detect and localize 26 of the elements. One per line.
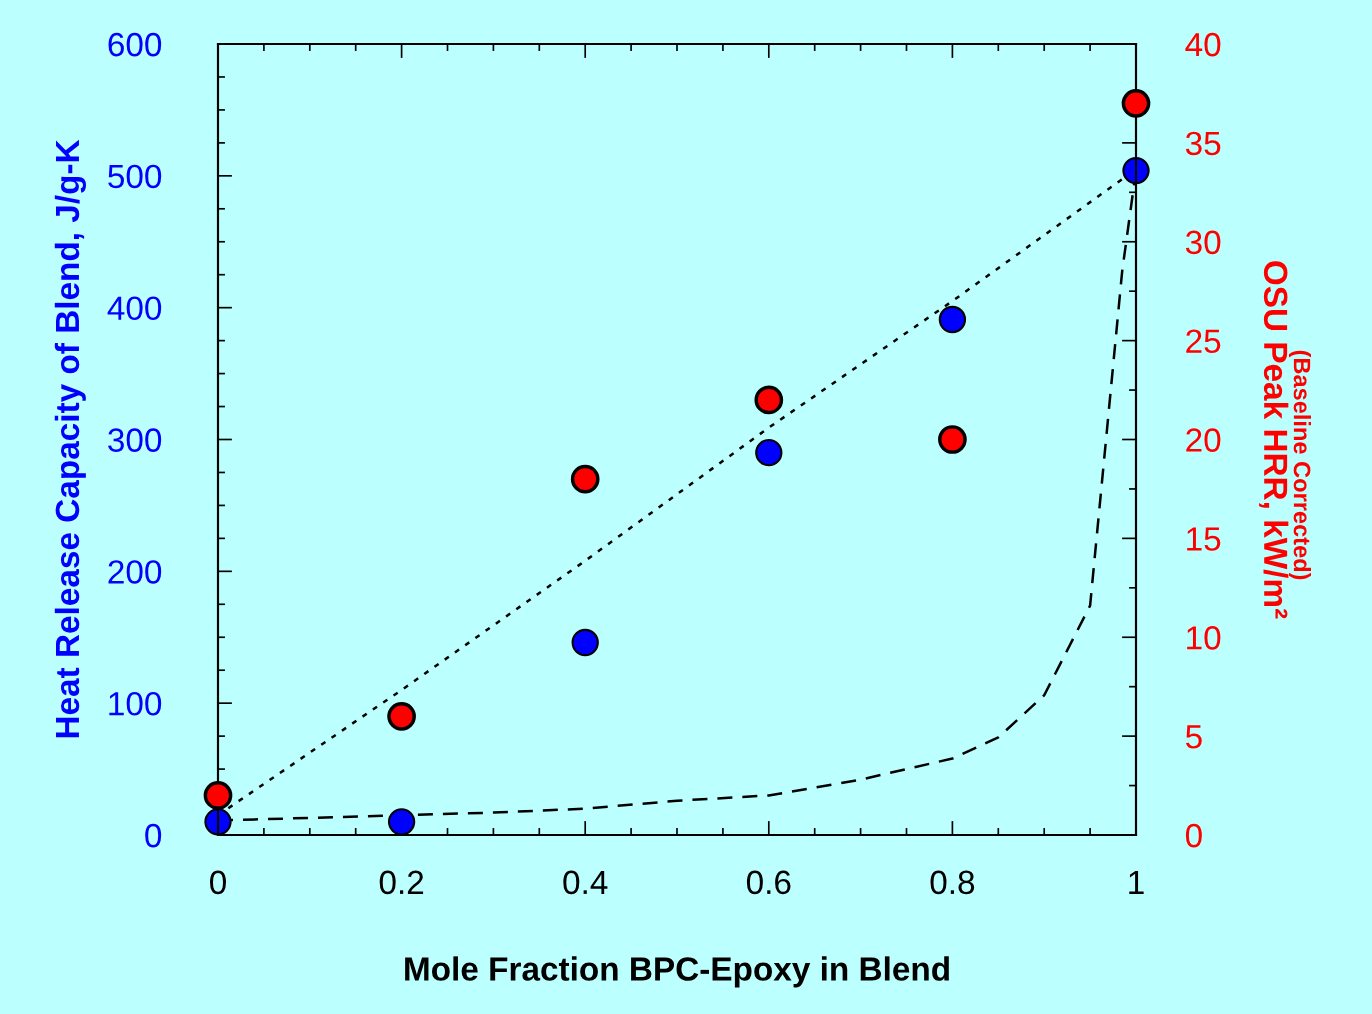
y-tick-label: 500 [108, 164, 162, 189]
x-tick-label: 0.6 [746, 870, 791, 895]
y-tick-label: 400 [107, 296, 162, 321]
y2-tick-label: 15 [1187, 527, 1221, 551]
y-tick-label: 0 [145, 823, 162, 848]
x-tick-label: 0.2 [379, 870, 424, 895]
y2-tick-label: 25 [1186, 329, 1221, 354]
y2-tick-label: 35 [1185, 131, 1221, 156]
x-tick-label: 0 [210, 870, 226, 895]
y-tick-label: 600 [108, 32, 162, 57]
y2-tick-label: 40 [1185, 32, 1221, 57]
x-axis-title: Mole Fraction BPC-Epoxy in Blend [405, 956, 949, 988]
y2-tick-label: 10 [1187, 626, 1221, 650]
y-tick-label: 100 [109, 691, 162, 716]
y-tick-label: 300 [108, 428, 162, 452]
y2-tick-label: 0 [1185, 823, 1202, 848]
x-tick-label: 0.4 [563, 870, 608, 895]
text: (Baseline Corrected) [1288, 350, 1311, 580]
y2-tick-label: 30 [1185, 230, 1221, 255]
y-axis-title: Heat Release Capacity of Blend, J/g-K [54, 139, 86, 738]
y2-axis-title: OSU Peak HRR, kW/m² [1259, 261, 1289, 619]
y2-tick-label: 20 [1186, 428, 1221, 452]
y-tick-label: 200 [108, 560, 162, 584]
x-tick-label: 0.8 [930, 870, 975, 895]
x-tick-label: 1 [1129, 870, 1144, 894]
y2-tick-label: 5 [1185, 725, 1202, 749]
